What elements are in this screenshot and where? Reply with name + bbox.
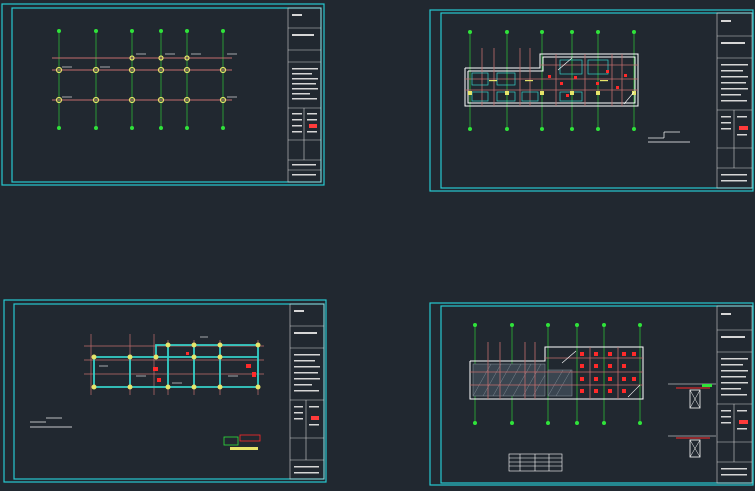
sheet-inner-frame — [440, 305, 754, 484]
diagonal-opening — [557, 57, 635, 105]
beam-grid — [465, 48, 638, 106]
reinforcement-marks — [548, 70, 627, 97]
title-block-text — [294, 310, 320, 474]
reinforcement-marks — [153, 352, 256, 382]
building-outline — [469, 346, 644, 400]
axis-bubble — [468, 30, 636, 131]
section-detail-2 — [668, 435, 716, 458]
note-block — [30, 417, 72, 428]
title-block-text — [721, 20, 748, 182]
axis-bubble — [473, 323, 642, 425]
reinforcement-marks — [580, 352, 636, 393]
beam-grid — [470, 342, 643, 399]
axis-lines — [58, 32, 224, 127]
building-outline — [464, 53, 639, 107]
title-block — [716, 305, 753, 484]
sheet-3[interactable] — [3, 299, 327, 483]
sheet-outer-frame — [429, 9, 754, 192]
sheet-4[interactable] — [429, 302, 754, 486]
title-block — [716, 12, 753, 189]
sheet-outer-frame — [3, 299, 327, 483]
title-block — [287, 7, 322, 183]
detail-callout — [223, 434, 261, 450]
note-block — [648, 131, 690, 143]
axis-lines — [469, 33, 635, 128]
axis-bubble — [57, 29, 225, 130]
hatched-slab — [472, 363, 573, 397]
column-marker — [55, 55, 227, 104]
sheet-1[interactable] — [1, 3, 325, 186]
dimension-ticks — [62, 53, 237, 98]
title-block-text — [292, 14, 318, 176]
grid-lines — [52, 57, 232, 101]
sheet-inner-frame — [440, 12, 754, 189]
title-block-text — [721, 313, 748, 476]
grid-lines — [84, 334, 264, 395]
schedule-table — [508, 453, 563, 472]
column-marker — [468, 80, 636, 95]
sheet-outer-frame — [1, 3, 325, 186]
column-marker — [91, 342, 261, 390]
beam-outline — [93, 344, 259, 388]
sheet-inner-frame — [13, 303, 325, 480]
sheet-inner-frame — [11, 7, 322, 183]
section-detail-1 — [668, 383, 716, 409]
diagonal-opening — [561, 350, 641, 398]
title-block — [289, 303, 325, 480]
dimension-ticks — [99, 336, 238, 384]
sheet-2[interactable] — [429, 9, 754, 192]
